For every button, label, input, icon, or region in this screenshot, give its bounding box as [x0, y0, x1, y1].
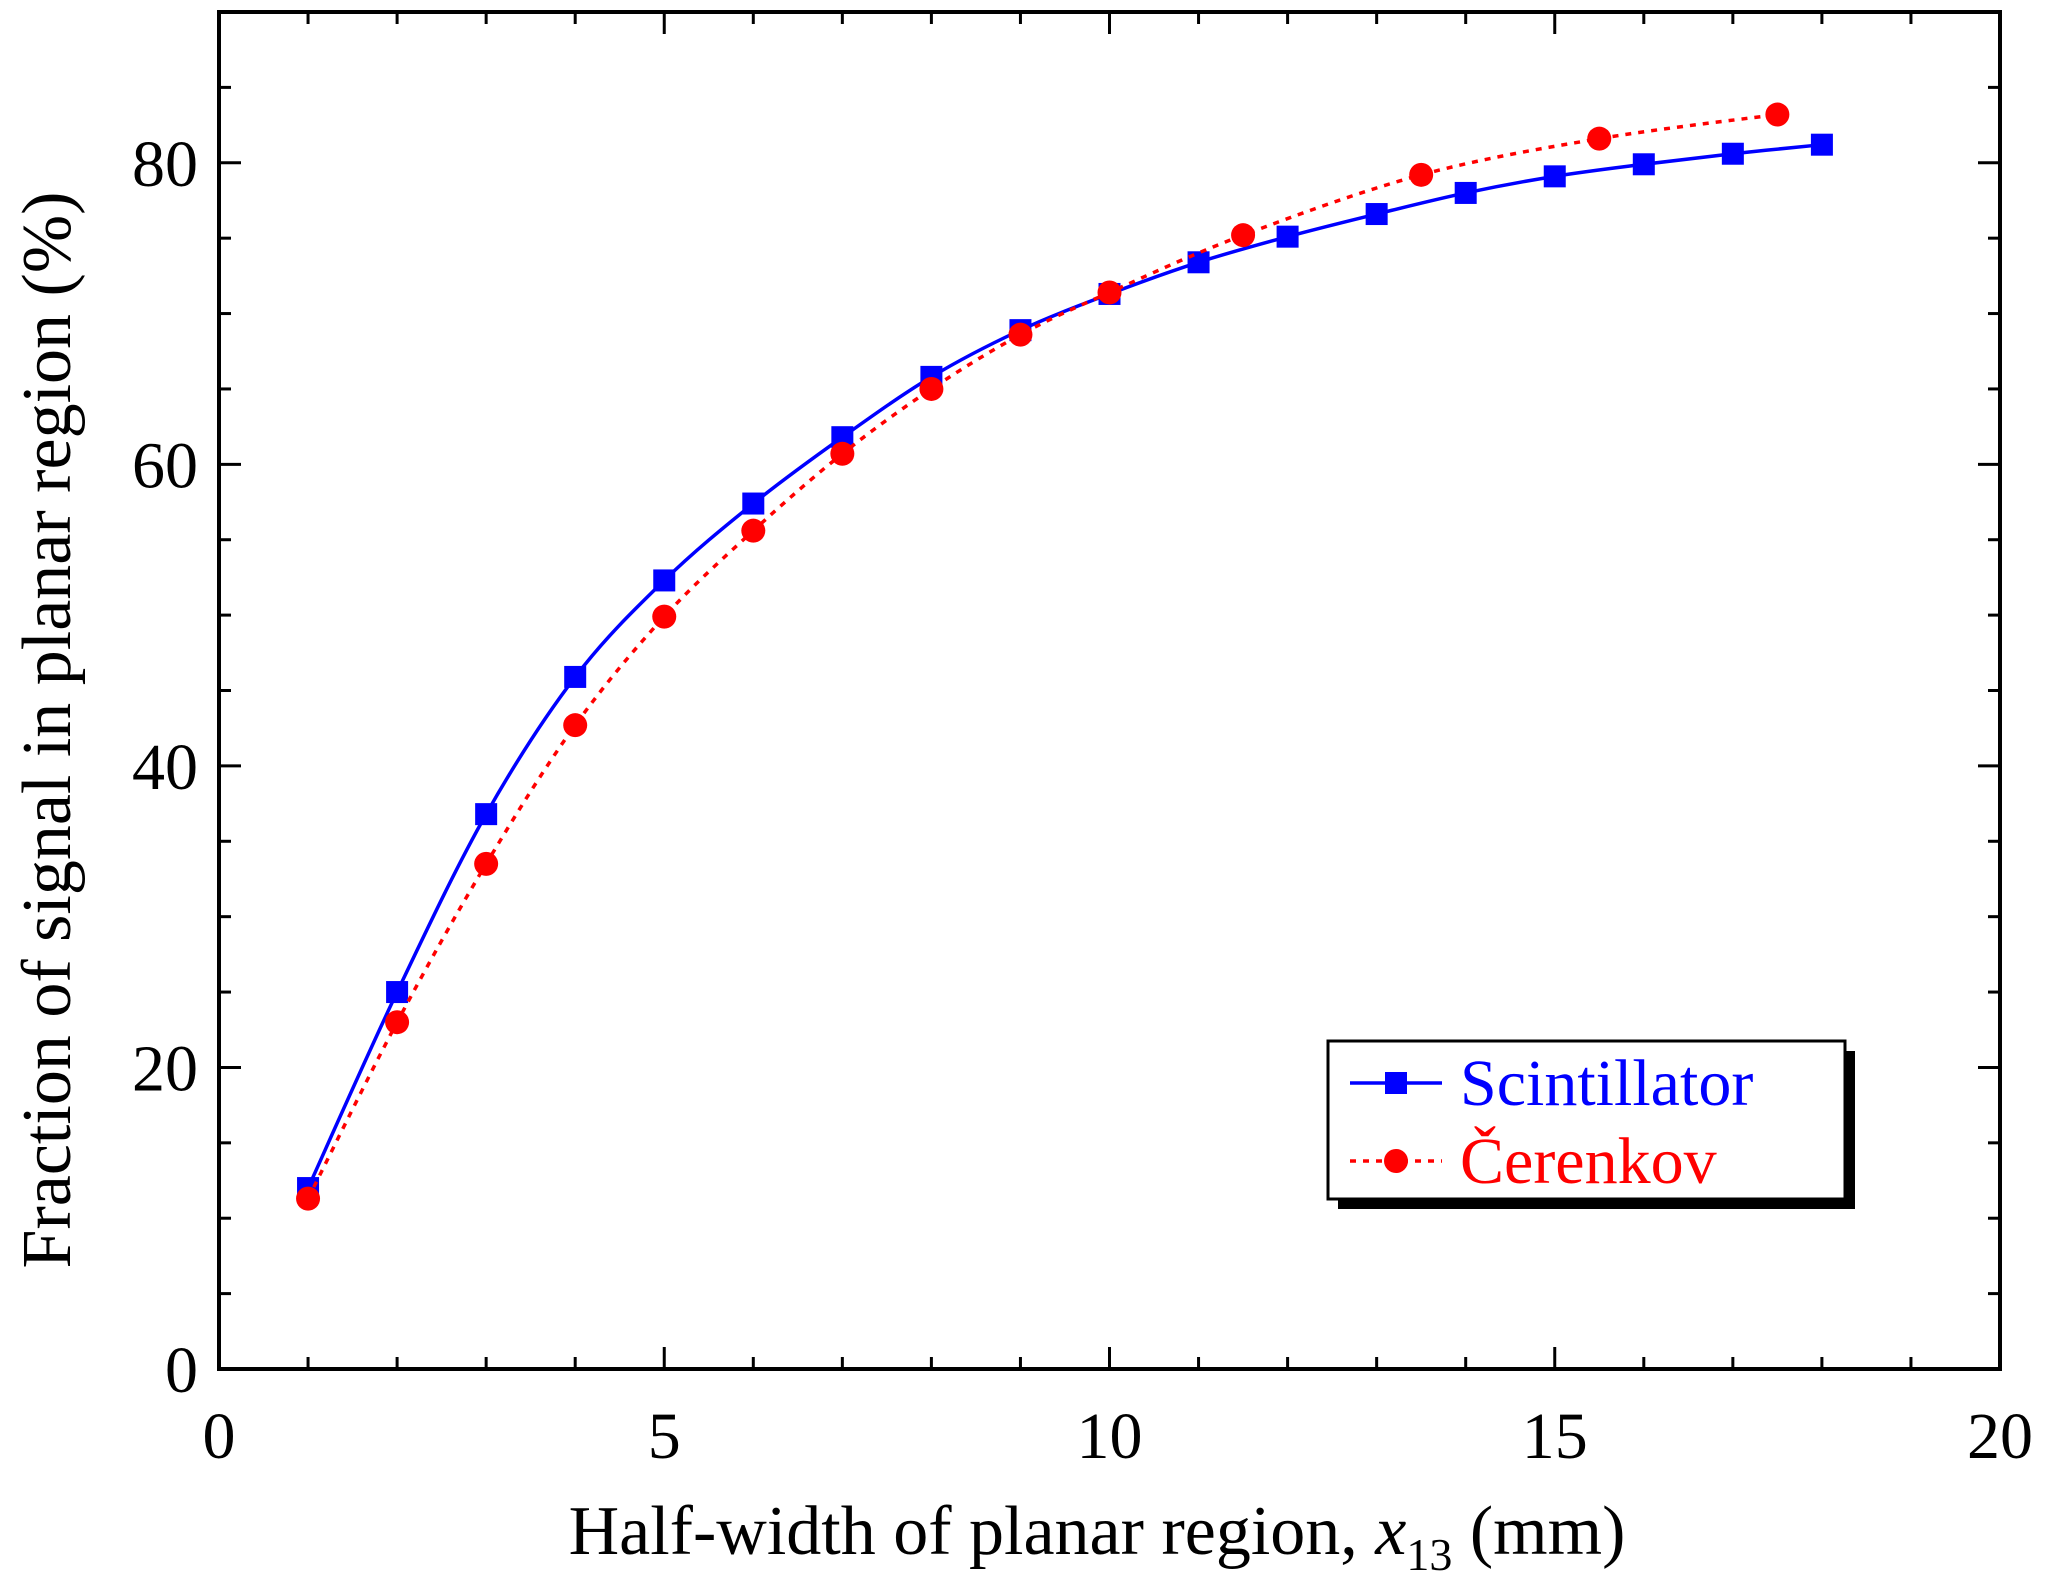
data-point [652, 604, 677, 629]
series-line [306, 112, 1778, 1200]
data-point [1543, 165, 1566, 188]
data-point [831, 426, 854, 449]
data-point [741, 518, 766, 543]
legend-label: Scintillator [1460, 1047, 1753, 1120]
data-point [385, 1010, 410, 1035]
x-axis-label: Half-width of planar region, x13 (mm) [569, 1493, 1626, 1578]
x-tick-label: 10 [1077, 1400, 1143, 1473]
legend-entry: Čerenkov [1350, 1125, 1717, 1198]
x-tick-label: 20 [1967, 1400, 2033, 1473]
data-point [1409, 162, 1434, 187]
data-point [1454, 181, 1477, 204]
data-point [1276, 225, 1299, 248]
x-axis-label-variable: x [1374, 1493, 1406, 1570]
data-point [919, 376, 944, 401]
data-point [1810, 133, 1833, 156]
x-axis-label-prefix: Half-width of planar region, [569, 1493, 1376, 1570]
series-layer [296, 102, 1833, 1211]
legend-entry: Scintillator [1350, 1047, 1753, 1120]
data-point [1587, 126, 1612, 151]
y-tick-label: 20 [132, 1032, 198, 1105]
x-axis-label-subscript: 13 [1406, 1529, 1452, 1578]
data-point [1765, 102, 1790, 127]
data-point [386, 981, 409, 1004]
data-point [475, 803, 498, 826]
data-point [1721, 142, 1744, 165]
data-point [296, 1186, 321, 1211]
series-scintillator [297, 133, 1833, 1200]
legend-marker [1384, 1149, 1408, 1173]
series-cerenkov [296, 102, 1790, 1211]
axis-tick-labels: 0 5 10 15 20 0 20 40 60 80 [132, 128, 2033, 1473]
data-point [830, 441, 855, 466]
x-tick-label: 5 [648, 1400, 681, 1473]
data-point [1097, 280, 1122, 305]
legend-marker [1385, 1072, 1407, 1094]
data-point [1365, 203, 1388, 226]
data-point [1632, 153, 1655, 176]
y-tick-label: 60 [132, 429, 198, 502]
data-point [742, 492, 765, 515]
legend-box [1326, 1039, 1847, 1201]
y-tick-label: 40 [132, 731, 198, 804]
plot-frame [217, 10, 2002, 1371]
y-tick-label: 0 [165, 1334, 198, 1407]
data-point [563, 713, 588, 738]
x-tick-label: 0 [203, 1400, 236, 1473]
data-point [564, 665, 587, 688]
y-axis-label: Fraction of signal in planar region (%) [9, 192, 86, 1269]
data-point [474, 851, 499, 876]
data-point [1008, 322, 1033, 347]
x-tick-label: 15 [1522, 1400, 1588, 1473]
legend-label: Čerenkov [1460, 1125, 1717, 1198]
y-tick-label: 80 [132, 128, 198, 201]
data-point [653, 569, 676, 592]
data-point [1231, 223, 1256, 248]
x-axis-label-suffix: (mm) [1452, 1493, 1625, 1570]
